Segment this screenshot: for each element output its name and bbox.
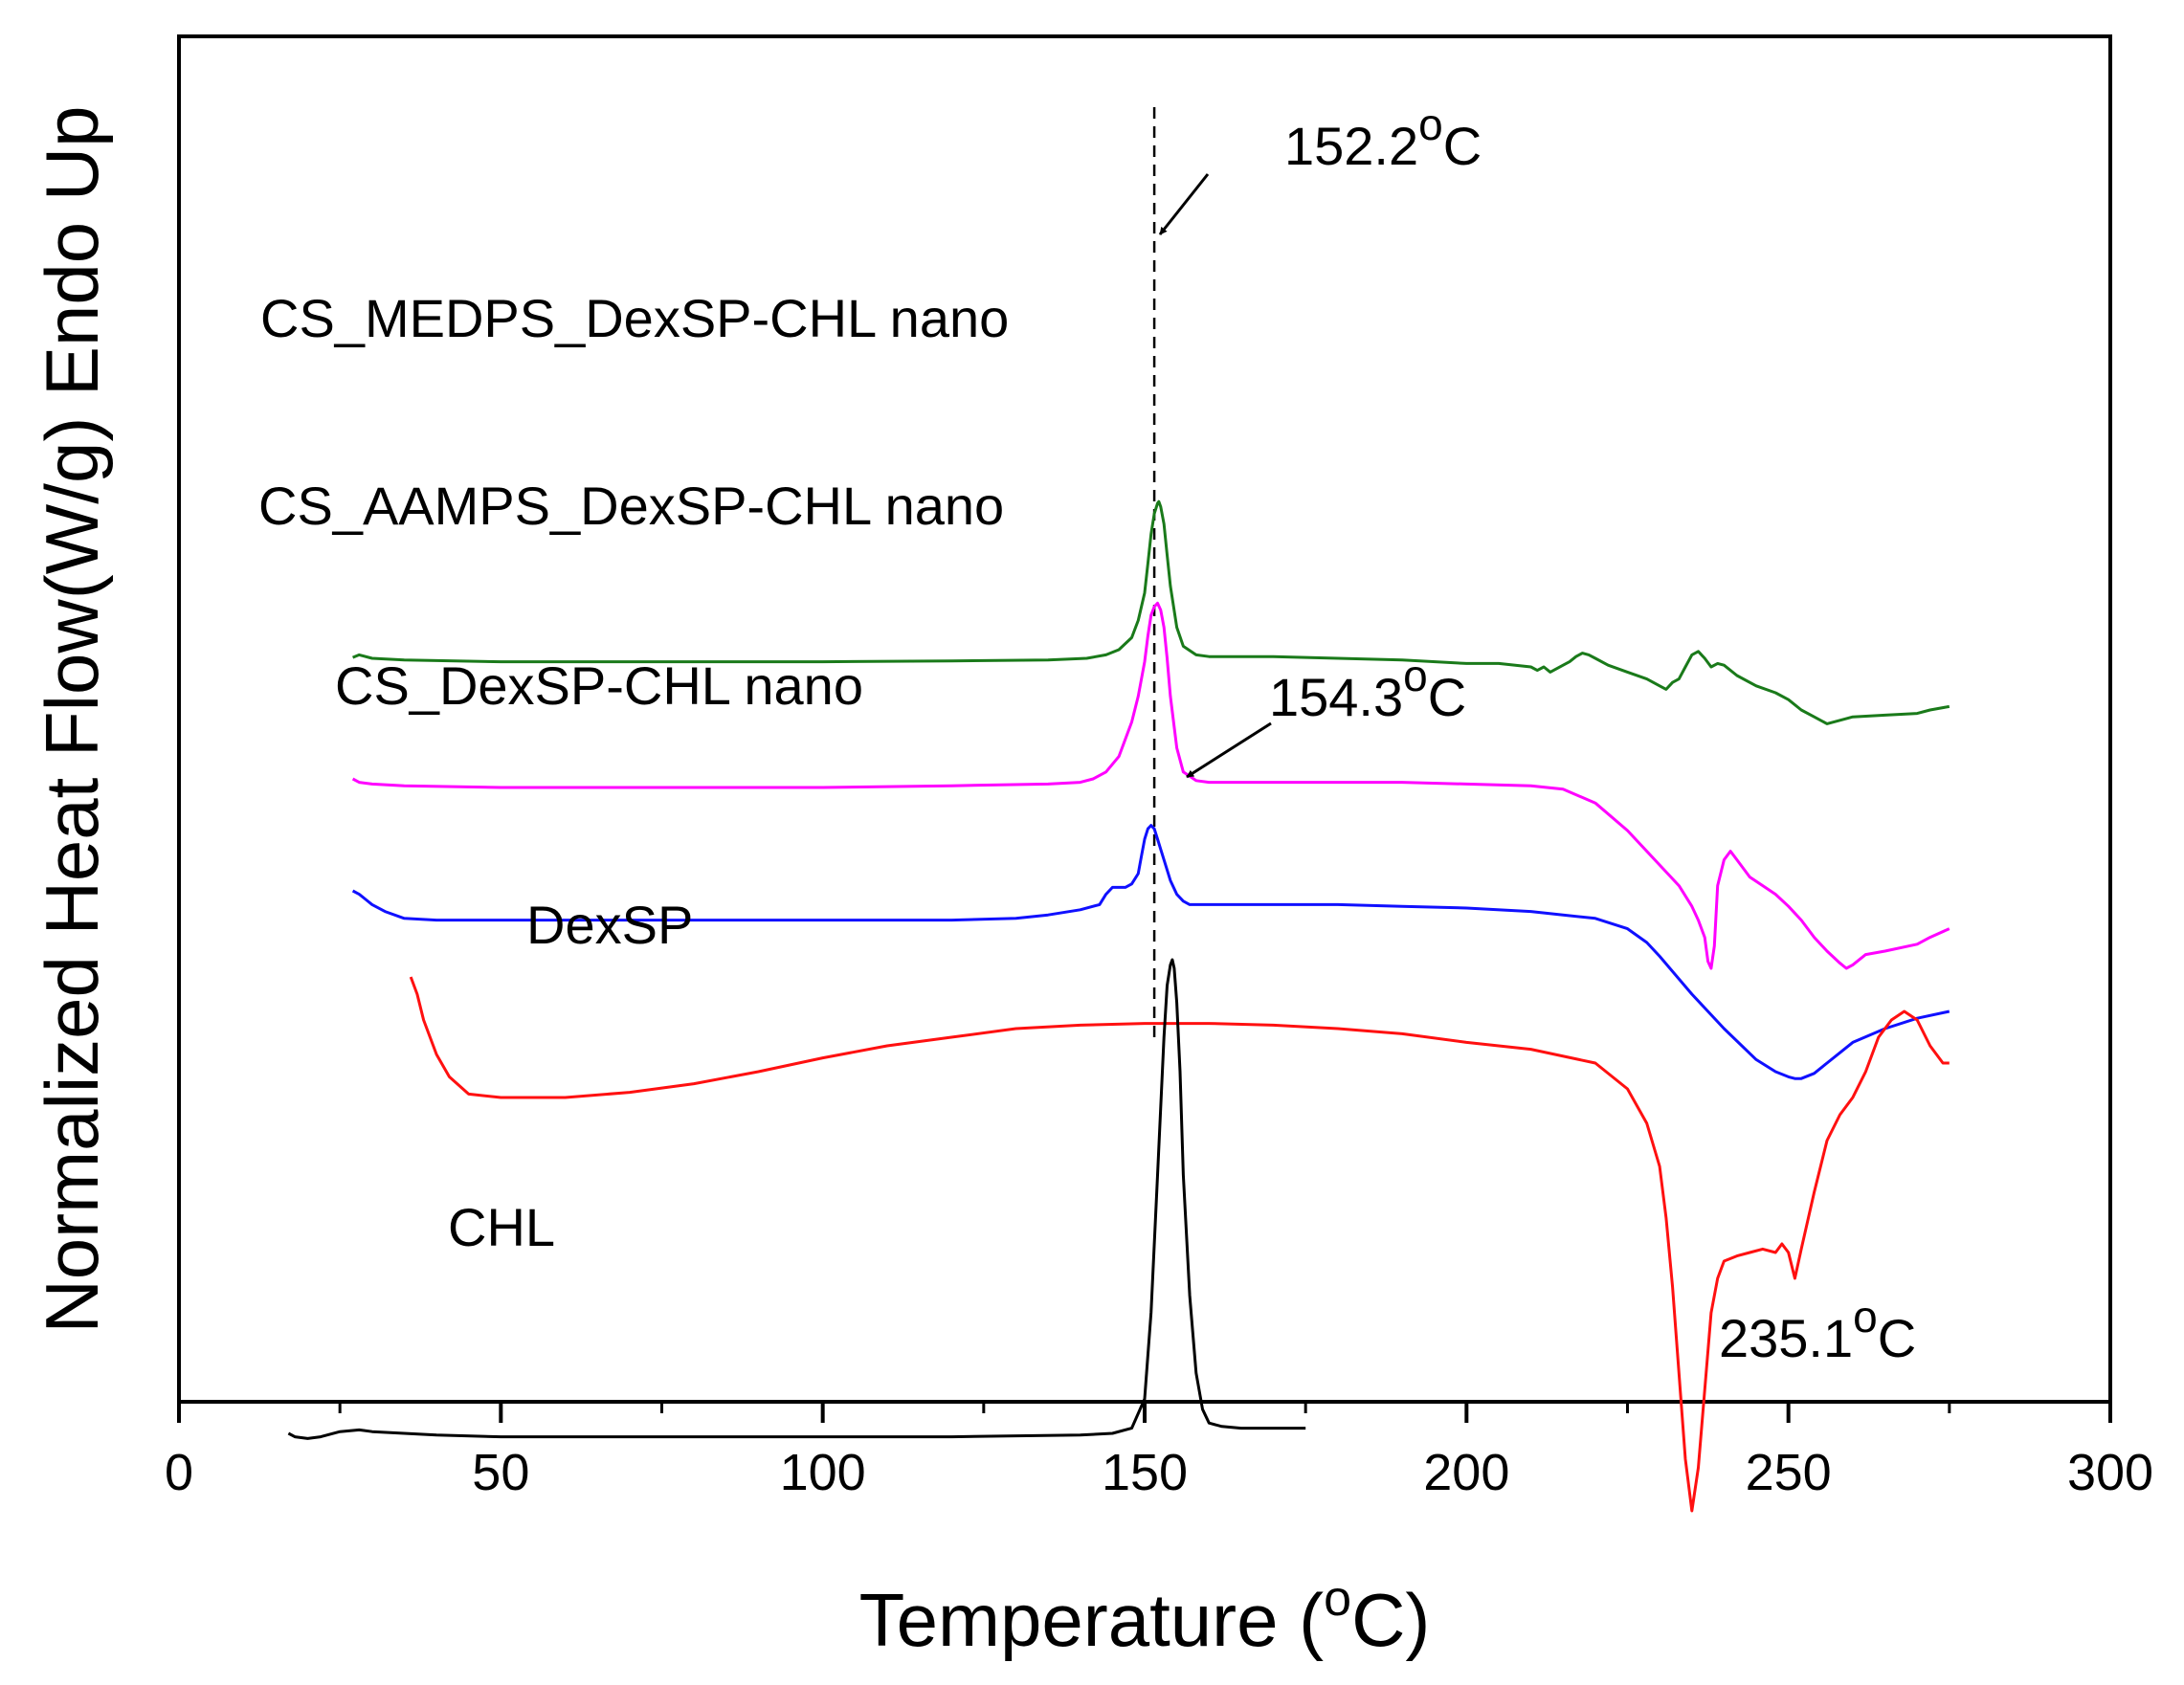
label-cs-aamps: CS_AAMPS_DexSP-CHL nano [258, 476, 1004, 536]
series-group [287, 499, 1950, 1513]
y-axis-title: Normalized Heat Flow(W/g) Endo Up [30, 105, 114, 1333]
x-tick-label: 200 [1423, 1444, 1509, 1501]
label-dexsp: DexSP [526, 895, 693, 955]
series-line-dexsp [409, 976, 1950, 1513]
annotation-154: 154.3oC [1269, 651, 1466, 727]
annotation-152: 152.2oC [1284, 100, 1482, 176]
series-line-cs-medps-dexsp-chl-nano [352, 499, 1950, 725]
series-line-cs-aamps-dexsp-chl-nano [351, 601, 1950, 970]
x-tick-label: 100 [780, 1444, 866, 1501]
x-axis-degree-sup: o [1324, 1571, 1351, 1627]
x-tick-label: 150 [1102, 1444, 1188, 1501]
arrow-154 [1186, 721, 1272, 779]
label-cs-medps: CS_MEDPS_DexSP-CHL nano [260, 288, 1009, 348]
x-tick-label: 50 [472, 1444, 529, 1501]
arrow-152 [1158, 173, 1210, 235]
x-tick-label: 300 [2067, 1444, 2153, 1501]
series-line-chl [287, 958, 1306, 1440]
x-tick-label: 250 [1746, 1444, 1832, 1501]
label-cs-dexsp: CS_DexSP-CHL nano [335, 655, 863, 716]
x-axis-title: Temperature (oC) [859, 1571, 1431, 1662]
x-tick-label: 0 [165, 1444, 193, 1501]
x-axis-ticks: 0 50 100 150 200 250 300 [165, 1402, 2153, 1501]
series-line-cs-dexsp-chl-nano [351, 824, 1950, 1080]
annotation-235: 235.1oC [1719, 1292, 1916, 1368]
label-chl: CHL [448, 1197, 555, 1257]
